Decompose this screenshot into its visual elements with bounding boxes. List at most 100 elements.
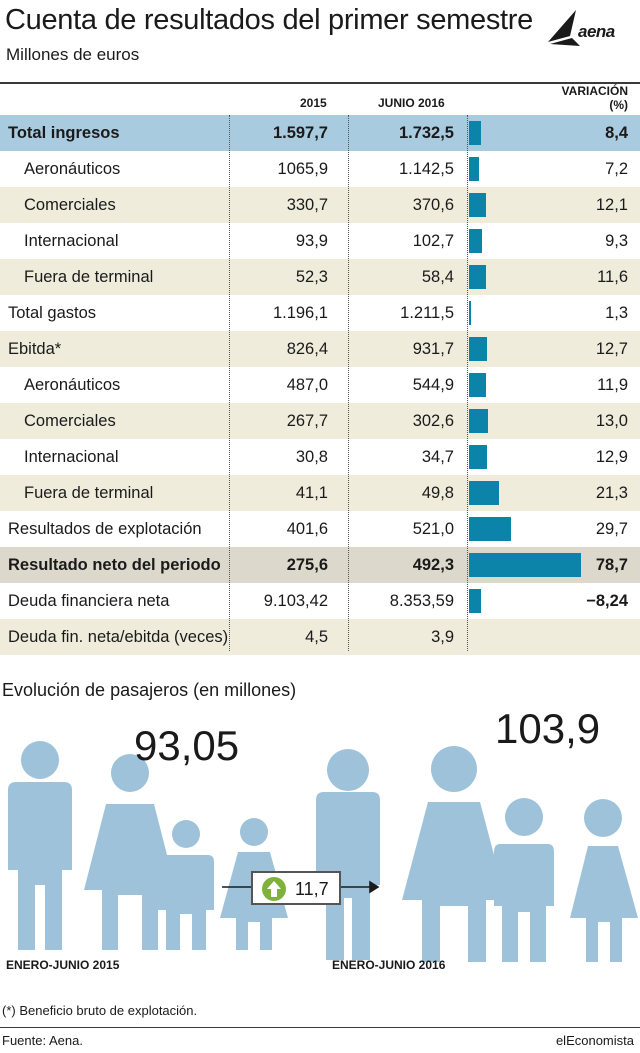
row-label: Resultados de explotación: [8, 520, 202, 538]
table-row: Aeronáuticos 1065,9 1.142,5 7,2: [0, 151, 640, 187]
passengers-pictogram: [8, 741, 638, 962]
value-2016: 102,7: [412, 232, 454, 250]
table-row: Deuda financiera neta 9.103,42 8.353,59 −8,…: [0, 583, 640, 619]
variation-value: 13,0: [595, 412, 628, 430]
variation-bar: [469, 337, 488, 361]
page-title: Cuenta de resultados del primer semestre: [5, 4, 533, 36]
variation-value: 8,4: [605, 124, 628, 142]
variation-value: 29,7: [595, 520, 628, 538]
variation-bar: [469, 229, 483, 253]
value-2015: 487,0: [286, 376, 328, 394]
value-2015: 1.597,7: [272, 124, 328, 142]
variation-bar: [469, 553, 581, 577]
row-label: Ebitda*: [8, 340, 62, 358]
passengers-title: Evolución de pasajeros (en millones): [2, 680, 297, 700]
table-row: Ebitda* 826,4 931,7 12,7: [0, 331, 640, 367]
divider-2016: [348, 115, 349, 651]
table-row: Fuera de terminal 52,3 58,4 11,6: [0, 259, 640, 295]
variation-bar: [469, 481, 500, 505]
value-2015: 330,7: [286, 196, 328, 214]
variation-bar: [469, 445, 488, 469]
table-row: Aeronáuticos 487,0 544,9 11,9: [0, 367, 640, 403]
brand: elEconomista: [555, 1033, 634, 1048]
table-row: Fuera de terminal 41,1 49,8 21,3: [0, 475, 640, 511]
divider-2015: [229, 115, 230, 651]
value-2015: 401,6: [286, 520, 328, 538]
table-row: Internacional 30,8 34,7 12,9: [0, 439, 640, 475]
period-label-2016: ENERO-JUNIO 2016: [332, 958, 446, 972]
value-2015: 41,1: [295, 484, 328, 502]
value-2016: 370,6: [412, 196, 454, 214]
top-rule: [0, 82, 640, 84]
value-2015: 275,6: [286, 556, 328, 574]
passengers-2015-value: 93,05: [134, 722, 240, 769]
source: Fuente: Aena.: [2, 1033, 83, 1048]
row-label: Internacional: [24, 448, 119, 466]
boy-figure-icon: [494, 798, 554, 962]
footnote: (*) Beneficio bruto de explotación.: [2, 1003, 198, 1018]
row-label: Comerciales: [24, 412, 116, 430]
value-2016: 58,4: [421, 268, 454, 286]
row-label: Comerciales: [24, 196, 116, 214]
page-subtitle: Millones de euros: [6, 45, 140, 64]
row-label: Resultado neto del periodo: [8, 556, 221, 574]
variation-value: 11,9: [597, 376, 628, 394]
value-2016: 3,9: [431, 628, 454, 646]
passengers-2016-value: 103,9: [495, 705, 601, 752]
variation-bar: [469, 193, 487, 217]
table-row: Deuda fin. neta/ebitda (veces) 4,5 3,9: [0, 619, 640, 655]
header-2015: 2015: [300, 96, 327, 110]
value-2016: 931,7: [412, 340, 454, 358]
variation-value: −8,24: [586, 592, 628, 610]
variation-value: 78,7: [595, 556, 628, 574]
growth-badge: 11,7: [251, 871, 341, 905]
value-2015: 267,7: [286, 412, 328, 430]
variation-value: 12,7: [595, 340, 628, 358]
value-2015: 1.196,1: [272, 304, 328, 322]
row-label: Total gastos: [8, 304, 97, 322]
row-label: Internacional: [24, 232, 119, 250]
variation-value: 12,1: [595, 196, 628, 214]
variation-bar: [469, 409, 488, 433]
value-2015: 93,9: [295, 232, 328, 250]
period-label-2015: ENERO-JUNIO 2015: [6, 958, 120, 972]
value-2015: 4,5: [305, 628, 328, 646]
woman-figure-icon: [84, 754, 176, 950]
value-2016: 49,8: [421, 484, 454, 502]
value-2016: 544,9: [412, 376, 454, 394]
table-row: Resultados de explotación 401,6 521,0 29,7: [0, 511, 640, 547]
table-row: Comerciales 330,7 370,6 12,1: [0, 187, 640, 223]
row-label: Total ingresos: [8, 124, 120, 142]
divider-variacion: [467, 115, 468, 651]
value-2015: 1065,9: [277, 160, 328, 178]
girl-figure-icon: [570, 799, 638, 962]
table-row: Internacional 93,9 102,7 9,3: [0, 223, 640, 259]
table-row: Total ingresos 1.597,7 1.732,5 8,4: [0, 115, 640, 151]
variation-bar: [469, 589, 481, 613]
variation-bar: [469, 517, 512, 541]
value-2015: 52,3: [295, 268, 328, 286]
value-2016: 302,6: [412, 412, 454, 430]
variation-bar: [469, 373, 486, 397]
value-2016: 1.142,5: [398, 160, 454, 178]
value-2015: 9.103,42: [263, 592, 328, 610]
aena-logo-text: aena: [578, 22, 615, 41]
table-row: Resultado neto del periodo 275,6 492,3 78,7: [0, 547, 640, 583]
row-label: Deuda financiera neta: [8, 592, 170, 610]
variation-value: 9,3: [605, 232, 628, 250]
variation-value: 11,6: [597, 268, 628, 286]
value-2016: 1.211,5: [400, 304, 454, 322]
header-variacion: VARIACIÓN (%): [562, 84, 628, 112]
value-2016: 8.353,59: [389, 592, 454, 610]
variation-value: 7,2: [605, 160, 628, 178]
table-row: Comerciales 267,7 302,6 13,0: [0, 403, 640, 439]
row-label: Fuera de terminal: [24, 268, 154, 286]
header-variacion-label: VARIACIÓN: [561, 84, 628, 98]
value-2016: 1.732,5: [398, 124, 454, 142]
variation-value: 21,3: [595, 484, 628, 502]
bottom-rule: [0, 1027, 640, 1028]
variation-bar: [469, 301, 471, 325]
variation-bar: [469, 265, 486, 289]
up-arrow-icon: [262, 877, 286, 901]
header-variacion-unit: (%): [609, 98, 628, 112]
